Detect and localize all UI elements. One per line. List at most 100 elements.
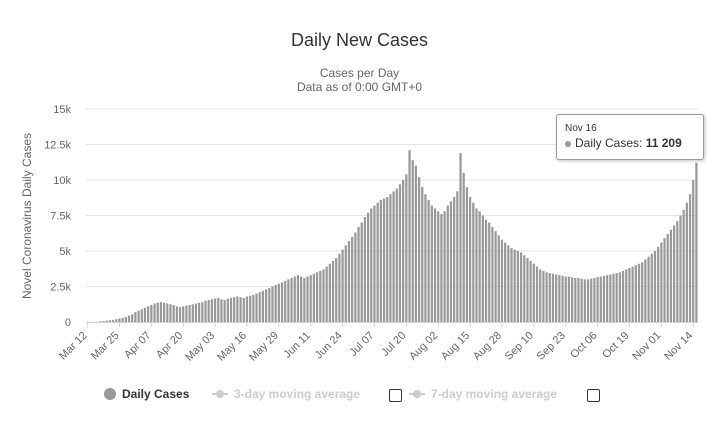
bar[interactable] xyxy=(669,229,673,322)
bar[interactable] xyxy=(363,216,367,322)
bar[interactable] xyxy=(586,279,590,322)
bar[interactable] xyxy=(510,248,513,322)
bar[interactable] xyxy=(233,297,236,322)
bar[interactable] xyxy=(424,194,427,322)
bar[interactable] xyxy=(261,290,265,322)
bar[interactable] xyxy=(185,305,188,322)
bar[interactable] xyxy=(143,307,147,322)
bar[interactable] xyxy=(280,282,284,322)
bar[interactable] xyxy=(484,219,488,322)
bar[interactable] xyxy=(443,211,446,322)
bar[interactable] xyxy=(207,299,210,322)
bar[interactable] xyxy=(580,278,583,322)
bar[interactable] xyxy=(102,321,105,322)
bar[interactable] xyxy=(245,296,249,322)
bar[interactable] xyxy=(156,302,159,322)
bar[interactable] xyxy=(118,318,121,322)
bar[interactable] xyxy=(402,180,405,322)
bar[interactable] xyxy=(169,304,172,322)
bar[interactable] xyxy=(555,274,558,322)
bar[interactable] xyxy=(545,272,548,322)
bar[interactable] xyxy=(373,205,376,322)
bar[interactable] xyxy=(529,260,532,322)
bar[interactable] xyxy=(328,263,331,322)
legend-daily-cases[interactable]: Daily Cases xyxy=(104,386,189,402)
bar[interactable] xyxy=(131,314,134,322)
bar[interactable] xyxy=(449,201,453,322)
bar[interactable] xyxy=(194,303,198,322)
bar[interactable] xyxy=(268,287,271,322)
bar[interactable] xyxy=(641,262,644,322)
bar[interactable] xyxy=(153,303,156,322)
bar[interactable] xyxy=(319,270,322,322)
bar[interactable] xyxy=(653,251,657,322)
bar[interactable] xyxy=(421,187,424,322)
bar[interactable] xyxy=(618,272,622,322)
bar[interactable] xyxy=(427,199,430,322)
bar[interactable] xyxy=(217,297,220,322)
bar[interactable] xyxy=(456,191,459,322)
bar[interactable] xyxy=(647,256,650,322)
bar[interactable] xyxy=(121,317,124,322)
bar[interactable] xyxy=(695,162,698,322)
bar[interactable] xyxy=(249,295,252,322)
bar[interactable] xyxy=(322,269,325,322)
bar[interactable] xyxy=(567,276,571,322)
bar[interactable] xyxy=(551,273,555,322)
bar[interactable] xyxy=(408,150,411,322)
bar[interactable] xyxy=(331,260,335,322)
bar[interactable] xyxy=(220,299,223,322)
toggle-3day-checkbox[interactable] xyxy=(389,389,402,402)
bar[interactable] xyxy=(685,202,688,322)
bar[interactable] xyxy=(558,275,561,322)
bar[interactable] xyxy=(293,276,296,322)
bar[interactable] xyxy=(147,306,150,322)
bar[interactable] xyxy=(628,268,631,322)
bar[interactable] xyxy=(229,297,233,322)
bar[interactable] xyxy=(417,177,421,322)
bar[interactable] xyxy=(564,276,567,322)
bar[interactable] xyxy=(459,153,462,322)
bar[interactable] xyxy=(239,297,242,322)
bar[interactable] xyxy=(162,302,166,322)
bar[interactable] xyxy=(108,320,112,322)
bar[interactable] xyxy=(105,320,108,322)
bar[interactable] xyxy=(296,275,300,322)
bar[interactable] xyxy=(178,307,182,322)
bar[interactable] xyxy=(462,172,465,322)
bar[interactable] xyxy=(504,242,507,322)
bar[interactable] xyxy=(583,279,586,322)
bar[interactable] xyxy=(124,317,127,322)
bar[interactable] xyxy=(488,222,491,322)
bar[interactable] xyxy=(446,205,449,322)
bar[interactable] xyxy=(226,298,229,322)
bar[interactable] xyxy=(258,292,261,322)
bar[interactable] xyxy=(204,300,207,322)
bar[interactable] xyxy=(115,319,118,322)
bar[interactable] xyxy=(663,238,666,322)
bar[interactable] xyxy=(357,226,360,322)
bar[interactable] xyxy=(609,274,612,322)
bar[interactable] xyxy=(150,304,153,322)
bar[interactable] xyxy=(309,275,312,322)
bar[interactable] xyxy=(494,231,497,322)
bar[interactable] xyxy=(672,225,676,322)
bar[interactable] xyxy=(290,277,293,322)
bar[interactable] xyxy=(306,276,309,322)
bar[interactable] xyxy=(277,283,280,322)
bar[interactable] xyxy=(606,275,609,322)
bar[interactable] xyxy=(188,304,191,322)
bar[interactable] xyxy=(347,241,351,322)
bar[interactable] xyxy=(596,277,599,322)
bar[interactable] xyxy=(519,252,523,322)
bar[interactable] xyxy=(679,215,682,323)
bar[interactable] xyxy=(478,211,481,322)
legend-3day-average[interactable]: 3-day moving average xyxy=(212,386,360,402)
bar[interactable] xyxy=(360,222,363,322)
bar[interactable] xyxy=(516,251,520,322)
bar[interactable] xyxy=(111,319,115,322)
bar[interactable] xyxy=(465,187,469,322)
bar[interactable] xyxy=(386,197,389,322)
bar[interactable] xyxy=(468,197,472,322)
bar[interactable] xyxy=(430,205,433,322)
